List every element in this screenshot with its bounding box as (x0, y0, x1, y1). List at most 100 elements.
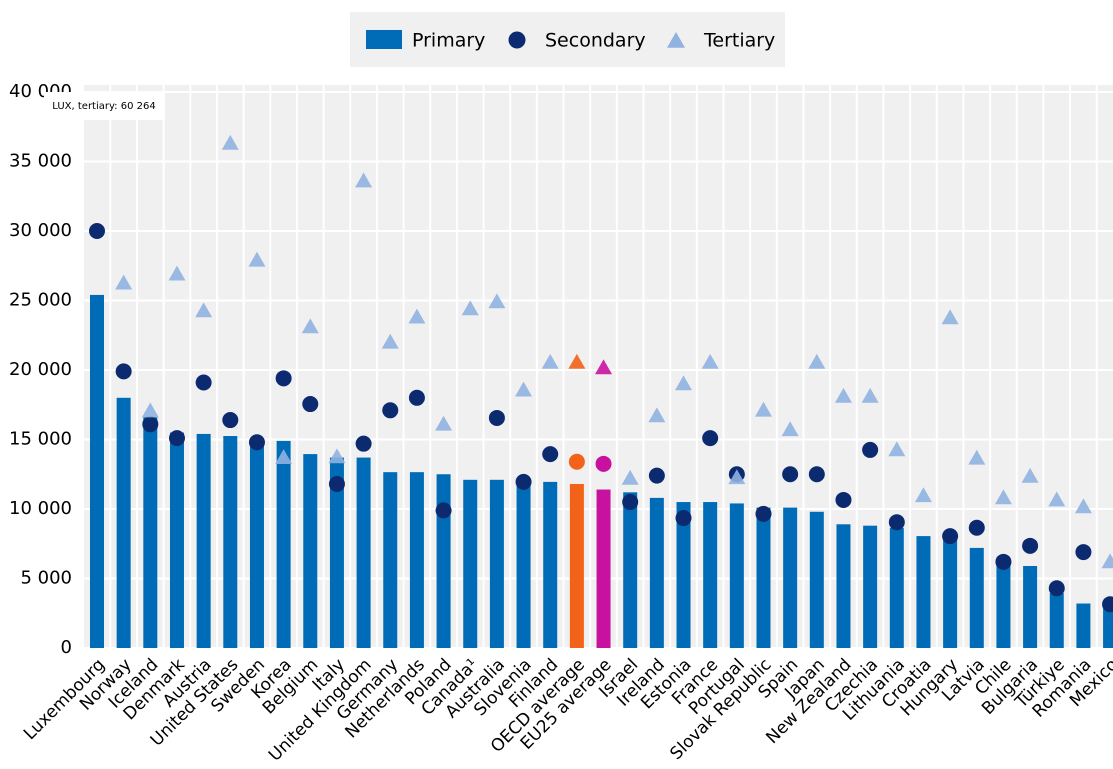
dot (568, 453, 585, 470)
bar (729, 503, 744, 648)
bar (783, 507, 798, 648)
triangle (328, 448, 346, 464)
bar (863, 525, 878, 648)
triangle (994, 489, 1012, 505)
bar (836, 524, 851, 648)
triangle (488, 293, 506, 309)
triangle (408, 308, 426, 324)
bar (649, 497, 664, 648)
triangle (621, 469, 639, 485)
dot (862, 441, 879, 458)
dot (648, 467, 665, 484)
bar (756, 507, 771, 648)
legend-label: Primary (412, 30, 485, 52)
bar (569, 483, 584, 648)
bar (996, 561, 1011, 648)
triangle (941, 309, 959, 325)
dot (835, 491, 852, 508)
triangle (834, 387, 852, 403)
dot (195, 374, 212, 391)
bar (943, 536, 958, 648)
bar (969, 547, 984, 648)
y-tick-label: 30 000 (9, 220, 72, 241)
dot (542, 446, 559, 463)
dot (1102, 596, 1113, 613)
triangle (595, 359, 613, 375)
dot (435, 502, 452, 519)
triangle (221, 134, 239, 150)
dot (1048, 580, 1065, 597)
triangle (1048, 491, 1066, 507)
triangle (1074, 498, 1092, 514)
triangle (781, 421, 799, 437)
legend-label: Secondary (545, 30, 646, 52)
triangle (1021, 467, 1039, 483)
triangle (888, 441, 906, 457)
bar (436, 474, 451, 648)
dot (755, 505, 772, 522)
triangle (914, 487, 932, 503)
bar (463, 479, 478, 648)
dot (968, 519, 985, 536)
bar (116, 397, 131, 648)
triangle (275, 449, 293, 464)
triangle (1101, 553, 1113, 569)
triangle (115, 274, 133, 290)
triangle (301, 318, 319, 334)
triangle (141, 402, 159, 418)
dot (995, 553, 1012, 570)
bar (1049, 593, 1064, 648)
y-tick-label: 25 000 (9, 290, 72, 311)
dot (355, 435, 372, 452)
dot (115, 363, 132, 380)
bar (1076, 603, 1091, 648)
bar (303, 454, 318, 648)
bar (703, 502, 718, 648)
bar (889, 527, 904, 648)
bar (676, 502, 691, 648)
bar (809, 511, 824, 648)
dot (168, 430, 185, 447)
triangle (675, 375, 693, 391)
dot (382, 402, 399, 419)
y-tick-label: 0 (61, 637, 72, 658)
triangle (381, 333, 399, 349)
bar (489, 479, 504, 648)
bar (249, 439, 264, 648)
y-tick-label: 20 000 (9, 359, 72, 380)
dot (702, 430, 719, 447)
triangle (355, 172, 373, 188)
dot (408, 389, 425, 406)
triangle (808, 353, 826, 369)
triangle (248, 251, 266, 267)
y-tick-label: 15 000 (9, 429, 72, 450)
bar (143, 417, 158, 648)
dot (1022, 537, 1039, 554)
dot (328, 475, 345, 492)
bar (596, 489, 611, 648)
bar (623, 492, 638, 648)
bar (516, 481, 531, 648)
dot (248, 434, 265, 451)
triangle (461, 300, 479, 316)
legend-box (350, 12, 785, 67)
y-tick-label: 5 000 (20, 568, 72, 589)
triangle (728, 469, 746, 485)
legend-swatch (366, 30, 402, 49)
y-tick-label: 10 000 (9, 498, 72, 519)
bar (276, 440, 291, 648)
y-tick-label: 35 000 (9, 151, 72, 172)
dot (622, 494, 639, 511)
triangle (515, 381, 533, 397)
dot (515, 473, 532, 490)
triangle (648, 407, 666, 423)
dot (888, 514, 905, 531)
bar (1103, 606, 1113, 648)
triangle (861, 387, 879, 403)
bar (329, 457, 344, 648)
bar (223, 436, 238, 648)
dot (808, 466, 825, 483)
legend-label: Tertiary (703, 30, 775, 52)
bar (543, 481, 558, 648)
triangle (968, 449, 986, 465)
